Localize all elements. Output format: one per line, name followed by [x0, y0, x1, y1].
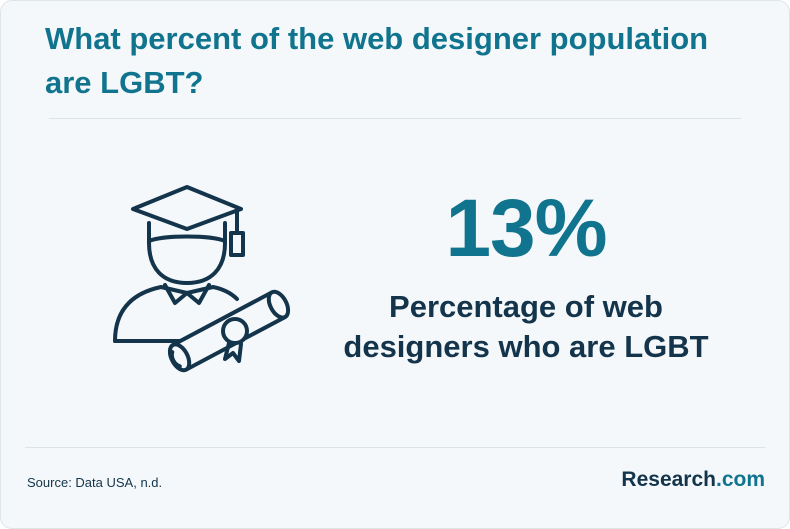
source-note: Source: Data USA, n.d.	[27, 475, 163, 490]
title-divider	[49, 118, 741, 119]
graduate-with-diploma-icon	[113, 185, 291, 373]
stat-value: 13%	[445, 183, 607, 274]
brand-tld: .com	[715, 468, 765, 491]
brand-logo[interactable]: Research.com	[621, 467, 765, 493]
stat-label: Percentage of web designers who are LGBT	[343, 289, 709, 364]
footer-divider	[25, 447, 765, 448]
page-title: What percent of the web designer populat…	[45, 21, 709, 100]
brand-name: Research	[621, 468, 716, 491]
